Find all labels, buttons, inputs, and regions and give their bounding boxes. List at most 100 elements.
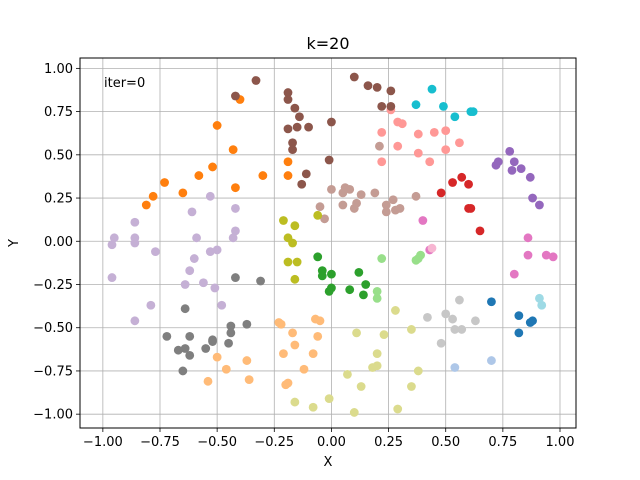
scatter-point — [354, 267, 364, 277]
scatter-point — [178, 188, 188, 198]
scatter-point — [507, 165, 517, 175]
scatter-point — [288, 238, 297, 248]
scatter-point — [525, 318, 535, 327]
scatter-point — [386, 102, 396, 111]
scatter-point — [317, 271, 327, 281]
y-axis-label: Y — [7, 239, 22, 248]
scatter-point — [283, 88, 293, 97]
scatter-point — [295, 112, 304, 122]
scatter-point — [274, 318, 284, 327]
scatter-point — [288, 328, 297, 338]
scatter-point — [308, 402, 318, 412]
scatter-point — [427, 84, 437, 94]
scatter-point — [217, 300, 227, 310]
scatter-point — [416, 250, 425, 260]
scatter-point — [194, 171, 204, 180]
scatter-point — [288, 145, 297, 155]
scatter-point — [514, 311, 524, 321]
scatter-point — [523, 250, 533, 260]
scatter-point — [173, 345, 183, 355]
scatter-point — [466, 204, 476, 213]
scatter-point — [283, 124, 293, 134]
y-tick-label: −0.25 — [33, 278, 73, 293]
scatter-point — [487, 356, 496, 365]
scatter-point — [441, 126, 451, 136]
scatter-point — [180, 280, 190, 289]
scatter-point — [313, 210, 323, 220]
scatter-point — [455, 295, 464, 305]
x-tick-label: 0.00 — [317, 435, 346, 450]
y-tick-label: 0.00 — [44, 235, 73, 250]
scatter-point — [391, 306, 400, 315]
scatter-point — [224, 338, 233, 348]
scatter-point — [523, 233, 533, 243]
scatter-point — [205, 247, 215, 257]
scatter-point — [283, 257, 293, 267]
x-axis-label: X — [324, 455, 333, 470]
scatter-point — [242, 319, 252, 329]
scatter-point — [151, 247, 160, 257]
scatter-point — [201, 344, 211, 353]
scatter-point — [226, 321, 236, 331]
scatter-point — [338, 188, 348, 198]
scatter-point — [413, 366, 423, 376]
scatter-point — [292, 122, 302, 132]
scatter-point — [311, 314, 320, 324]
scatter-point — [130, 217, 140, 227]
scatter-point — [148, 191, 158, 201]
scatter-point — [352, 328, 361, 338]
scatter-point — [290, 274, 300, 284]
scatter-point — [363, 81, 373, 91]
scatter-point — [292, 257, 302, 267]
scatter-point — [244, 375, 254, 384]
scatter-point — [308, 349, 318, 359]
scatter-point — [372, 349, 382, 359]
scatter-point — [372, 293, 382, 303]
scatter-point — [487, 297, 496, 307]
scatter-point — [372, 361, 382, 371]
scatter-point — [283, 95, 293, 104]
scatter-point — [441, 145, 451, 155]
scatter-point — [377, 102, 387, 111]
y-tick-label: −0.75 — [33, 364, 73, 379]
scatter-point — [313, 331, 323, 341]
scatter-point — [281, 380, 291, 390]
scatter-point — [192, 233, 201, 243]
x-tick-label: 1.00 — [546, 435, 575, 450]
chart-title: k=20 — [306, 34, 349, 53]
scatter-point — [313, 252, 323, 262]
scatter-point — [212, 245, 222, 255]
scatter-points — [107, 72, 558, 417]
scatter-point — [162, 331, 172, 341]
scatter-point — [178, 366, 188, 376]
scatter-point — [141, 200, 151, 210]
scatter-point — [107, 240, 117, 250]
scatter-point — [525, 172, 535, 182]
scatter-point — [212, 352, 222, 362]
scatter-point — [407, 382, 416, 391]
scatter-point — [189, 254, 199, 263]
y-tick-label: −0.50 — [33, 321, 73, 336]
scatter-point — [212, 121, 222, 130]
scatter-point — [425, 157, 435, 167]
scatter-point — [381, 207, 391, 217]
scatter-point — [345, 185, 355, 194]
scatter-point — [370, 188, 380, 198]
scatter-point — [388, 195, 398, 205]
scatter-point — [299, 364, 309, 374]
scatter-point — [146, 300, 156, 310]
scatter-point — [297, 179, 307, 189]
scatter-point — [393, 141, 403, 151]
scatter-point — [349, 72, 359, 82]
scatter-point — [180, 344, 190, 353]
scatter-point — [205, 191, 215, 201]
x-tick-label: −0.50 — [197, 435, 237, 450]
scatter-point — [509, 269, 519, 279]
scatter-point — [427, 243, 437, 253]
scatter-point — [345, 285, 355, 295]
scatter-point — [407, 325, 416, 334]
plot-frame — [79, 57, 577, 429]
scatter-point — [377, 254, 387, 263]
scatter-point — [413, 129, 423, 139]
